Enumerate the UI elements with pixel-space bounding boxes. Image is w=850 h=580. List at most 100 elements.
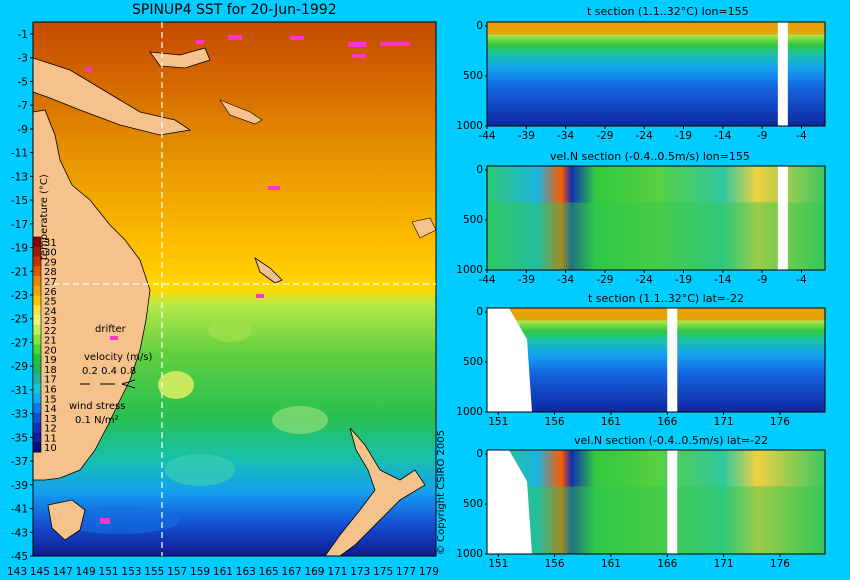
map-lon-tick: 171: [327, 566, 347, 578]
section-depth-tick: 1000: [456, 264, 483, 276]
colorbar-swatch: [33, 295, 41, 306]
section-x-tick: 166: [657, 416, 677, 428]
section-2-title: vel.N section (-0.4..0.5m/s) lon=155: [550, 150, 750, 163]
colorbar-swatch: [33, 276, 41, 287]
section-x-tick: 176: [770, 558, 790, 570]
section-panel: 0 500 1000-44 -39 -34 -29 -24 -19 -14 -9 -4: [456, 20, 826, 142]
section-x-tick: 171: [714, 416, 734, 428]
section-depth-tick: 500: [463, 356, 483, 368]
colorbar-swatch: [33, 422, 41, 433]
colorbar-tick: 28: [44, 267, 57, 278]
map-lon-tick: 163: [236, 566, 256, 578]
section-x-tick: 156: [545, 558, 565, 570]
section-x-tick: 166: [657, 558, 677, 570]
section-gap: [777, 22, 788, 126]
map-lat-tick: -19: [11, 243, 28, 255]
colorbar-swatch: [33, 364, 41, 375]
section-x-tick: -39: [518, 274, 535, 286]
legend-drifter: drifter: [95, 324, 126, 335]
map-lat-tick: -9: [18, 124, 28, 136]
map-lon-tick: 153: [121, 566, 141, 578]
map-lon-tick: 143: [7, 566, 27, 578]
map-lon-tick: 167: [282, 566, 302, 578]
section-x-tick: -24: [636, 130, 653, 142]
map-lon-tick: 147: [53, 566, 73, 578]
section-depth-tick: 0: [476, 306, 483, 318]
colorbar-swatch: [33, 324, 41, 336]
colorbar-swatch: [33, 373, 41, 385]
colorbar-swatch: [33, 383, 41, 394]
section-x-tick: -39: [518, 130, 535, 142]
section-x-tick: -44: [478, 130, 495, 142]
section-depth-tick: 500: [463, 214, 483, 226]
map-lat-tick: -15: [11, 195, 28, 207]
colorbar: 3130292827262524232221201918171615141312…: [32, 236, 57, 454]
colorbar-swatch: [33, 266, 41, 277]
map-lon-tick: 169: [304, 566, 324, 578]
map-lat-tick: -27: [11, 337, 28, 349]
section-depth-tick: 1000: [456, 120, 483, 132]
map-lat-tick: -35: [11, 432, 28, 444]
map-lon-tick: 173: [350, 566, 370, 578]
legend-wind-stress: wind stress: [69, 401, 126, 412]
map-lat-tick: -7: [18, 100, 28, 112]
section-x-tick: -34: [557, 274, 574, 286]
section-x-tick: -14: [714, 274, 731, 286]
section-x-tick: -14: [714, 130, 731, 142]
section-x-tick: 151: [488, 558, 508, 570]
colorbar-tick: 20: [44, 345, 57, 356]
colorbar-swatch: [33, 305, 41, 316]
section-panel: 0 500 1000-44 -39 -34 -29 -24 -19 -14 -9 -4: [456, 164, 826, 286]
section-x-tick: 151: [488, 416, 508, 428]
colorbar-swatch: [33, 393, 41, 404]
map-lat-tick: -25: [11, 314, 28, 326]
map-lat-tick: -43: [11, 527, 28, 539]
section-gap: [667, 450, 678, 554]
section-4-title: vel.N section (-0.4..0.5m/s) lat=-22: [574, 434, 769, 447]
map-lat-tick: -13: [11, 171, 28, 183]
colorbar-tick: 23: [44, 316, 57, 327]
colorbar-tick: 13: [44, 414, 57, 425]
colorbar-tick: 30: [44, 248, 57, 259]
legend-velocity: velocity (m/s): [84, 352, 153, 363]
section-depth-tick: 0: [476, 448, 483, 460]
map-lon-tick: 175: [373, 566, 393, 578]
section-x-tick: 161: [601, 416, 621, 428]
colorbar-tick: 21: [44, 336, 57, 347]
colorbar-swatch: [33, 354, 41, 365]
colorbar-tick: 27: [44, 277, 57, 288]
section-x-tick: -29: [596, 274, 613, 286]
section-panel: 0 500 1000 151 156 161 166 171 176: [456, 306, 826, 428]
colorbar-swatch: [33, 432, 41, 443]
section-x-tick: -19: [675, 130, 692, 142]
map-title: SPINUP4 SST for 20-Jun-1992: [132, 2, 337, 18]
map-lat-tick: -39: [11, 480, 28, 492]
section-x-tick: -4: [796, 130, 807, 142]
colorbar-tick: 14: [44, 404, 57, 415]
png-land: [33, 57, 192, 136]
map-lat-tick: -33: [11, 409, 28, 421]
map-lat-tick: -31: [11, 385, 28, 397]
colorbar-tick: 16: [44, 384, 57, 395]
map-lat-tick: -5: [18, 76, 28, 88]
section-depth-tick: 1000: [456, 406, 483, 418]
tasmania-land: [47, 499, 86, 541]
colorbar-tick: 18: [44, 365, 57, 376]
section-depth-tick: 500: [463, 498, 483, 510]
map-lat-tick: -11: [11, 148, 28, 160]
colorbar-tick: 10: [44, 443, 57, 454]
colorbar-tick: 12: [44, 424, 57, 435]
legend-wind-scale: 0.1 N/m²: [75, 415, 119, 426]
colorbar-tick: 24: [44, 306, 57, 317]
map-lon-tick: 159: [190, 566, 210, 578]
map-lat-tick: -23: [11, 290, 28, 302]
section-x-tick: -29: [596, 130, 613, 142]
map-lon-tick: 145: [30, 566, 50, 578]
colorbar-tick: 15: [44, 394, 57, 405]
section-x-tick: -34: [557, 130, 574, 142]
colorbar-tick: 29: [44, 257, 57, 268]
colorbar-tick: 31: [44, 238, 57, 249]
section-gap: [667, 308, 678, 412]
colorbar-swatch: [33, 315, 41, 326]
colorbar-swatch: [33, 344, 41, 355]
